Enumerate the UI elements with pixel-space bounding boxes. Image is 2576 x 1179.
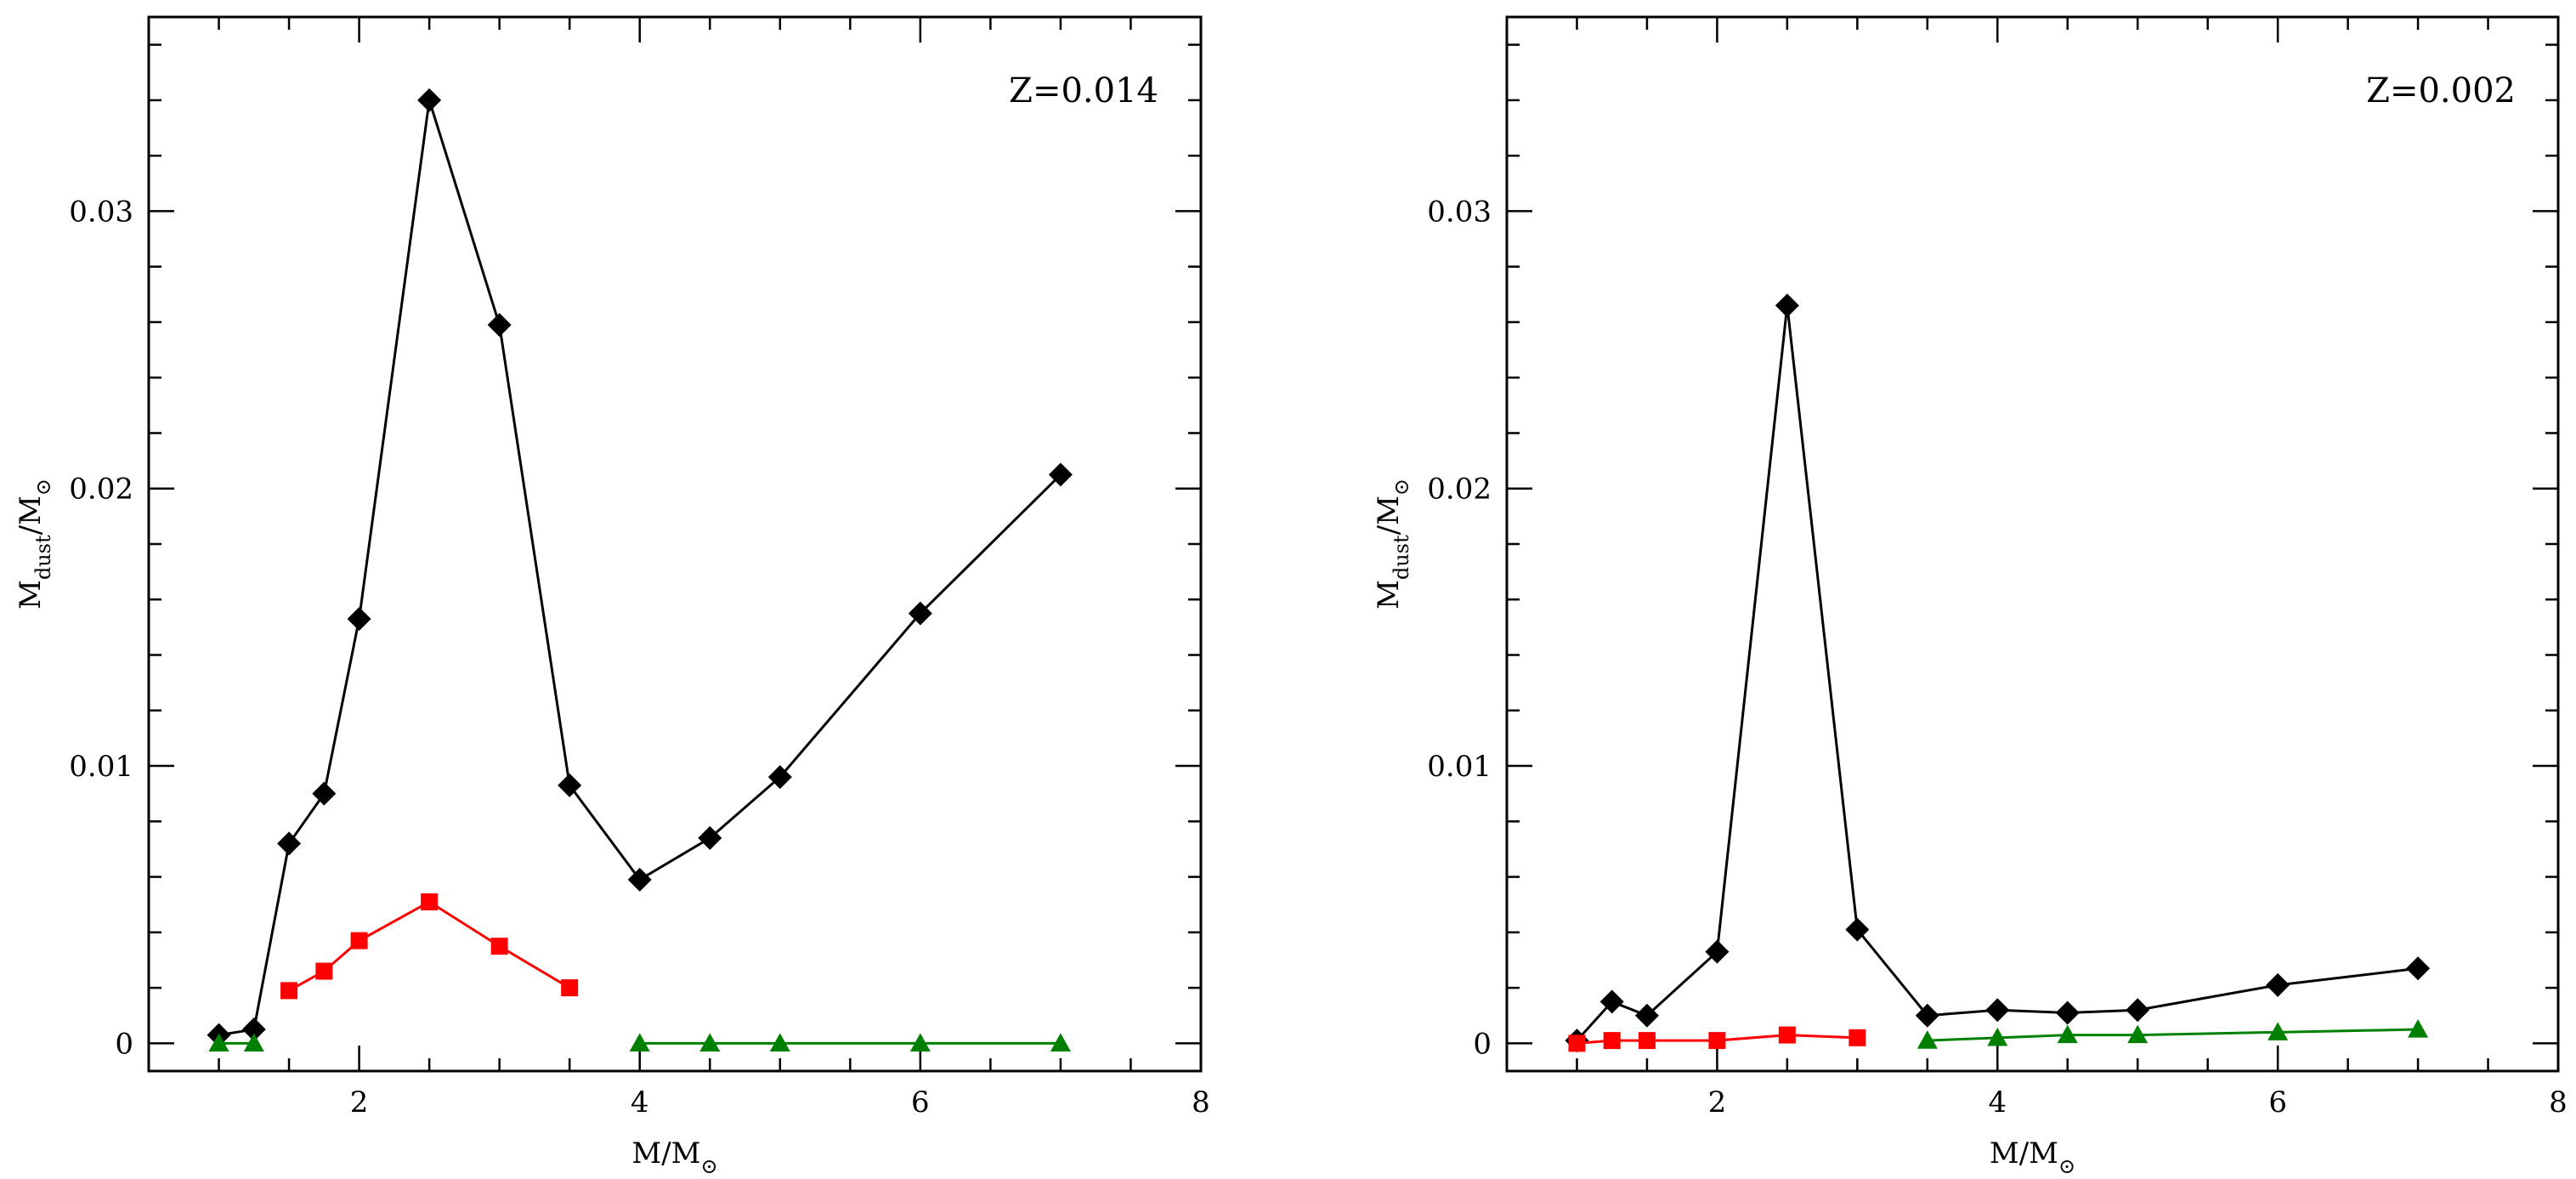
data-point-black xyxy=(1599,989,1624,1014)
data-point-red xyxy=(490,938,508,955)
data-point-green xyxy=(769,1033,790,1051)
data-point-red xyxy=(315,962,333,980)
data-point-green xyxy=(2408,1019,2429,1038)
y-axis-title: Mdust/M⊙ xyxy=(1372,479,1413,609)
plot-frame xyxy=(1505,15,2560,1073)
data-point-red xyxy=(1708,1032,1726,1050)
data-point-black xyxy=(487,313,512,337)
data-point-black xyxy=(558,773,582,797)
x-tick-label: 4 xyxy=(631,1085,649,1119)
metallicity-annotation: Z=0.002 xyxy=(2366,71,2516,111)
data-point-black xyxy=(627,867,652,892)
data-point-black xyxy=(241,1017,266,1042)
data-point-green xyxy=(2057,1024,2078,1044)
data-point-black xyxy=(2266,972,2290,997)
data-point-black xyxy=(1915,1003,1939,1028)
data-point-red xyxy=(350,932,368,949)
plot-frame xyxy=(147,15,1203,1073)
data-point-black xyxy=(2055,1000,2080,1025)
y-axis-title: Mdust/M⊙ xyxy=(14,479,55,609)
data-point-black xyxy=(698,825,722,850)
y-tick-label: 0 xyxy=(115,1027,133,1061)
x-tick-label: 4 xyxy=(1988,1085,2007,1119)
x-axis-title: M/M⊙ xyxy=(631,1136,717,1178)
data-point-red xyxy=(421,893,439,910)
data-point-red xyxy=(1638,1032,1656,1050)
data-point-green xyxy=(2267,1022,2289,1040)
y-tick-label: 0.01 xyxy=(69,750,133,784)
series-line-black xyxy=(218,99,1062,1037)
data-point-red xyxy=(561,979,579,997)
data-point-black xyxy=(1705,939,1730,964)
x-tick-label: 2 xyxy=(350,1085,369,1119)
y-tick-label: 0.03 xyxy=(1427,195,1492,229)
x-tick-label: 6 xyxy=(911,1085,930,1119)
x-tick-label: 8 xyxy=(2549,1085,2568,1119)
data-point-black xyxy=(417,88,442,112)
data-point-black xyxy=(347,607,371,632)
y-tick-label: 0 xyxy=(1473,1027,1492,1061)
data-point-red xyxy=(1568,1034,1586,1052)
x-tick-label: 6 xyxy=(2268,1085,2287,1119)
y-tick-label: 0.03 xyxy=(69,195,133,229)
data-point-red xyxy=(1603,1032,1621,1050)
data-point-black xyxy=(1845,917,1870,942)
data-point-red xyxy=(1848,1029,1866,1046)
data-point-black xyxy=(2126,998,2150,1023)
data-point-green-low xyxy=(208,1033,229,1051)
data-point-red xyxy=(280,982,298,1000)
right-panel-z0002: 2 4 6 8 0 0.01 0.02 0.03 M/M⊙ Mdust/M⊙ Z=0.002 xyxy=(1372,15,2568,1178)
data-point-green xyxy=(699,1033,721,1051)
data-point-green xyxy=(629,1033,650,1051)
data-point-green-low xyxy=(243,1033,264,1051)
data-point-green xyxy=(1916,1030,1938,1049)
data-point-black xyxy=(767,765,792,790)
data-point-black xyxy=(312,781,337,806)
x-tick-label: 8 xyxy=(1192,1085,1210,1119)
left-panel-z0014: 2 4 6 8 0 0.01 0.02 0.03 M/M⊙ Mdust/M⊙ Z=0.014 xyxy=(14,15,1210,1178)
metallicity-annotation: Z=0.014 xyxy=(1009,71,1158,111)
data-point-black xyxy=(277,831,302,856)
y-tick-label: 0.02 xyxy=(69,473,133,507)
y-tick-label: 0.01 xyxy=(1427,750,1492,784)
data-point-black xyxy=(1775,293,1799,318)
data-point-black xyxy=(908,601,932,626)
y-tick-label: 0.02 xyxy=(1427,473,1492,507)
series-line-green xyxy=(1927,1028,2419,1042)
data-point-black xyxy=(1634,1003,1659,1028)
x-tick-label: 2 xyxy=(1708,1085,1727,1119)
data-point-black xyxy=(2406,956,2431,981)
data-point-green xyxy=(1987,1027,2008,1046)
data-point-green xyxy=(2127,1024,2149,1044)
data-point-green xyxy=(1050,1033,1071,1051)
data-point-red xyxy=(1778,1026,1796,1044)
x-axis-title: M/M⊙ xyxy=(1990,1136,2075,1178)
data-point-black xyxy=(1048,462,1073,487)
series-line-black xyxy=(1576,305,2419,1042)
data-point-green xyxy=(909,1033,931,1051)
data-point-black xyxy=(1985,998,2010,1023)
